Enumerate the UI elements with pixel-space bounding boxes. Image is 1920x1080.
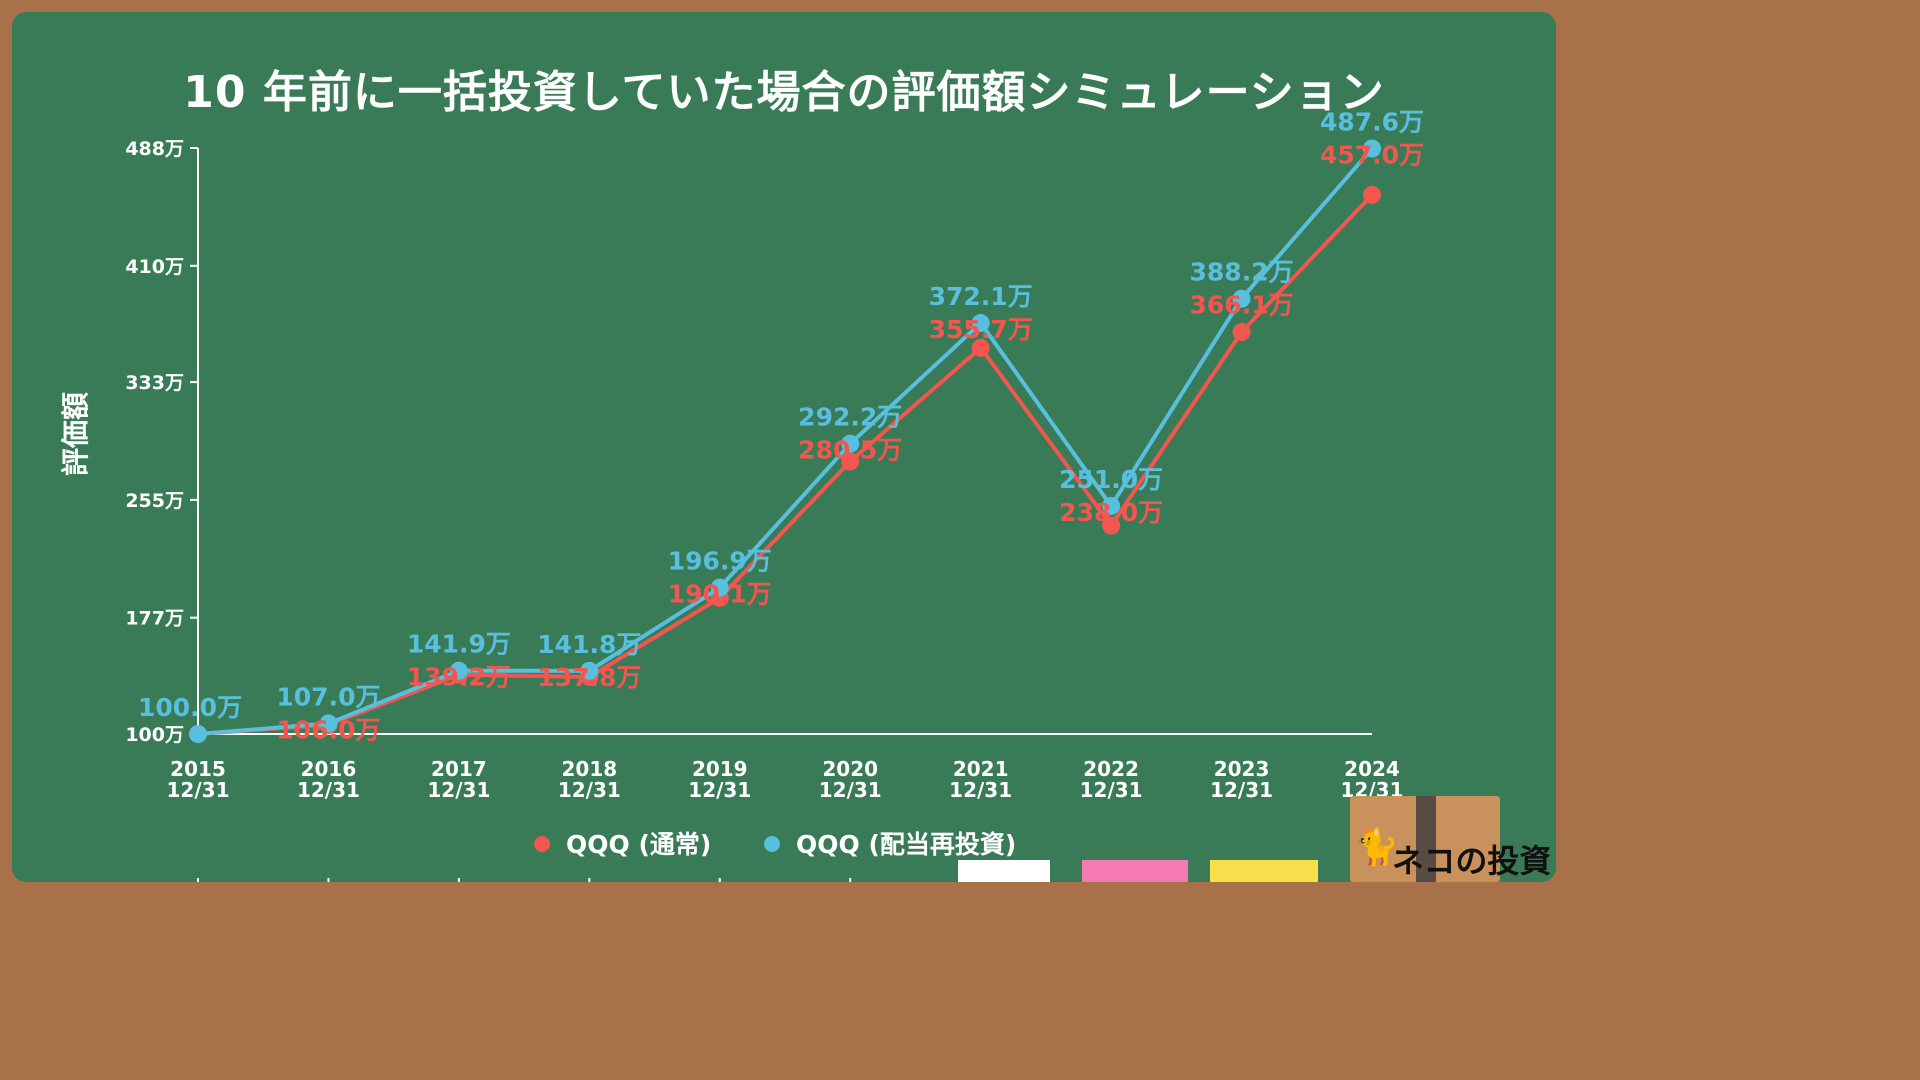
x-tick-label-date: 12/31 xyxy=(819,778,882,802)
data-point xyxy=(1363,139,1381,158)
data-point xyxy=(189,725,207,743)
x-tick-label-date: 12/31 xyxy=(1210,778,1273,802)
logo-text: ネコの投資 xyxy=(1392,842,1552,880)
x-tick-label-year: 2015 xyxy=(170,757,226,781)
black-cat-icon: 🐈 xyxy=(1354,827,1399,868)
data-point xyxy=(841,452,860,471)
legend-label-1: QQQ (通常) xyxy=(566,830,711,859)
chalkboard: 10 年前に一括投資していた場合の評価額シミュレーション 評価額 100万 177… xyxy=(12,12,1556,882)
data-point xyxy=(710,578,729,597)
data-label: 487.6万 xyxy=(1320,108,1424,137)
x-tick-label-year: 2021 xyxy=(953,757,1009,781)
data-label: 280.5万 xyxy=(798,436,902,465)
x-tick-label-date: 12/31 xyxy=(558,778,621,802)
data-label: 372.1万 xyxy=(929,282,1033,311)
logo: 🐈 ネコの投資 xyxy=(1350,796,1551,882)
y-tick-label: 255万 xyxy=(125,490,184,512)
data-point xyxy=(449,661,468,680)
data-label: 388.2万 xyxy=(1190,258,1294,287)
logo-box-strap xyxy=(1416,796,1436,882)
data-label: 141.9万 xyxy=(407,630,511,659)
chalk-yellow xyxy=(1210,860,1318,882)
data-label: 366.1万 xyxy=(1190,291,1294,320)
legend-marker-1 xyxy=(534,836,550,852)
x-tick-label-year: 2019 xyxy=(692,757,748,781)
data-label: 196.9万 xyxy=(668,547,772,576)
data-label: 190.1万 xyxy=(668,580,772,609)
data-label: 100.0万 xyxy=(138,693,242,722)
y-tick-label: 410万 xyxy=(125,256,184,278)
data-point xyxy=(1232,323,1251,342)
series-line-1 xyxy=(197,193,1374,736)
chalk-pink xyxy=(1082,860,1188,882)
x-tick-label-year: 2017 xyxy=(431,757,487,781)
line-chart: 100万177万255万333万410万488万201512/31201612/… xyxy=(125,108,1424,882)
series-line-2 xyxy=(197,147,1374,736)
chalk-white xyxy=(958,860,1050,882)
data-point xyxy=(971,338,990,357)
data-label: 137.8万 xyxy=(537,663,641,692)
data-label: 457.0万 xyxy=(1320,141,1424,170)
x-tick-label-year: 2016 xyxy=(301,757,357,781)
x-tick-label-date: 12/31 xyxy=(167,778,230,802)
data-label: 238.0万 xyxy=(1059,498,1163,527)
y-tick-label: 100万 xyxy=(125,724,184,746)
data-point xyxy=(1363,185,1381,204)
x-tick-label-date: 12/31 xyxy=(297,778,360,802)
data-point xyxy=(1102,516,1121,535)
data-label: 292.2万 xyxy=(798,403,902,432)
data-label: 106.0万 xyxy=(276,715,380,744)
x-tick-label-date: 12/31 xyxy=(949,778,1012,802)
data-label: 141.8万 xyxy=(537,630,641,659)
data-point xyxy=(1102,496,1121,515)
x-tick-label-year: 2024 xyxy=(1344,757,1400,781)
x-tick-label-year: 2020 xyxy=(822,757,878,781)
data-point xyxy=(841,434,860,453)
y-tick-label: 333万 xyxy=(125,372,184,394)
data-point xyxy=(580,661,599,680)
chart-title: 10 年前に一括投資していた場合の評価額シミュレーション xyxy=(183,67,1385,118)
legend-marker-2 xyxy=(764,836,780,852)
x-tick-label-year: 2023 xyxy=(1214,757,1270,781)
x-tick-label-date: 12/31 xyxy=(688,778,751,802)
data-label: 107.0万 xyxy=(276,682,380,711)
data-label: 251.0万 xyxy=(1059,465,1163,494)
x-tick-label-year: 2018 xyxy=(561,757,617,781)
data-point xyxy=(971,314,990,333)
data-point xyxy=(1232,289,1251,308)
x-tick-label-date: 12/31 xyxy=(1080,778,1143,802)
x-tick-label-date: 12/31 xyxy=(427,778,490,802)
y-tick-label: 488万 xyxy=(125,138,184,160)
legend-label-2: QQQ (配当再投資) xyxy=(796,830,1016,859)
x-tick-label-year: 2022 xyxy=(1083,757,1139,781)
data-point xyxy=(319,714,338,733)
data-label: 355.7万 xyxy=(929,315,1033,344)
y-tick-label: 177万 xyxy=(125,608,184,630)
data-label: 139.2万 xyxy=(407,663,511,692)
